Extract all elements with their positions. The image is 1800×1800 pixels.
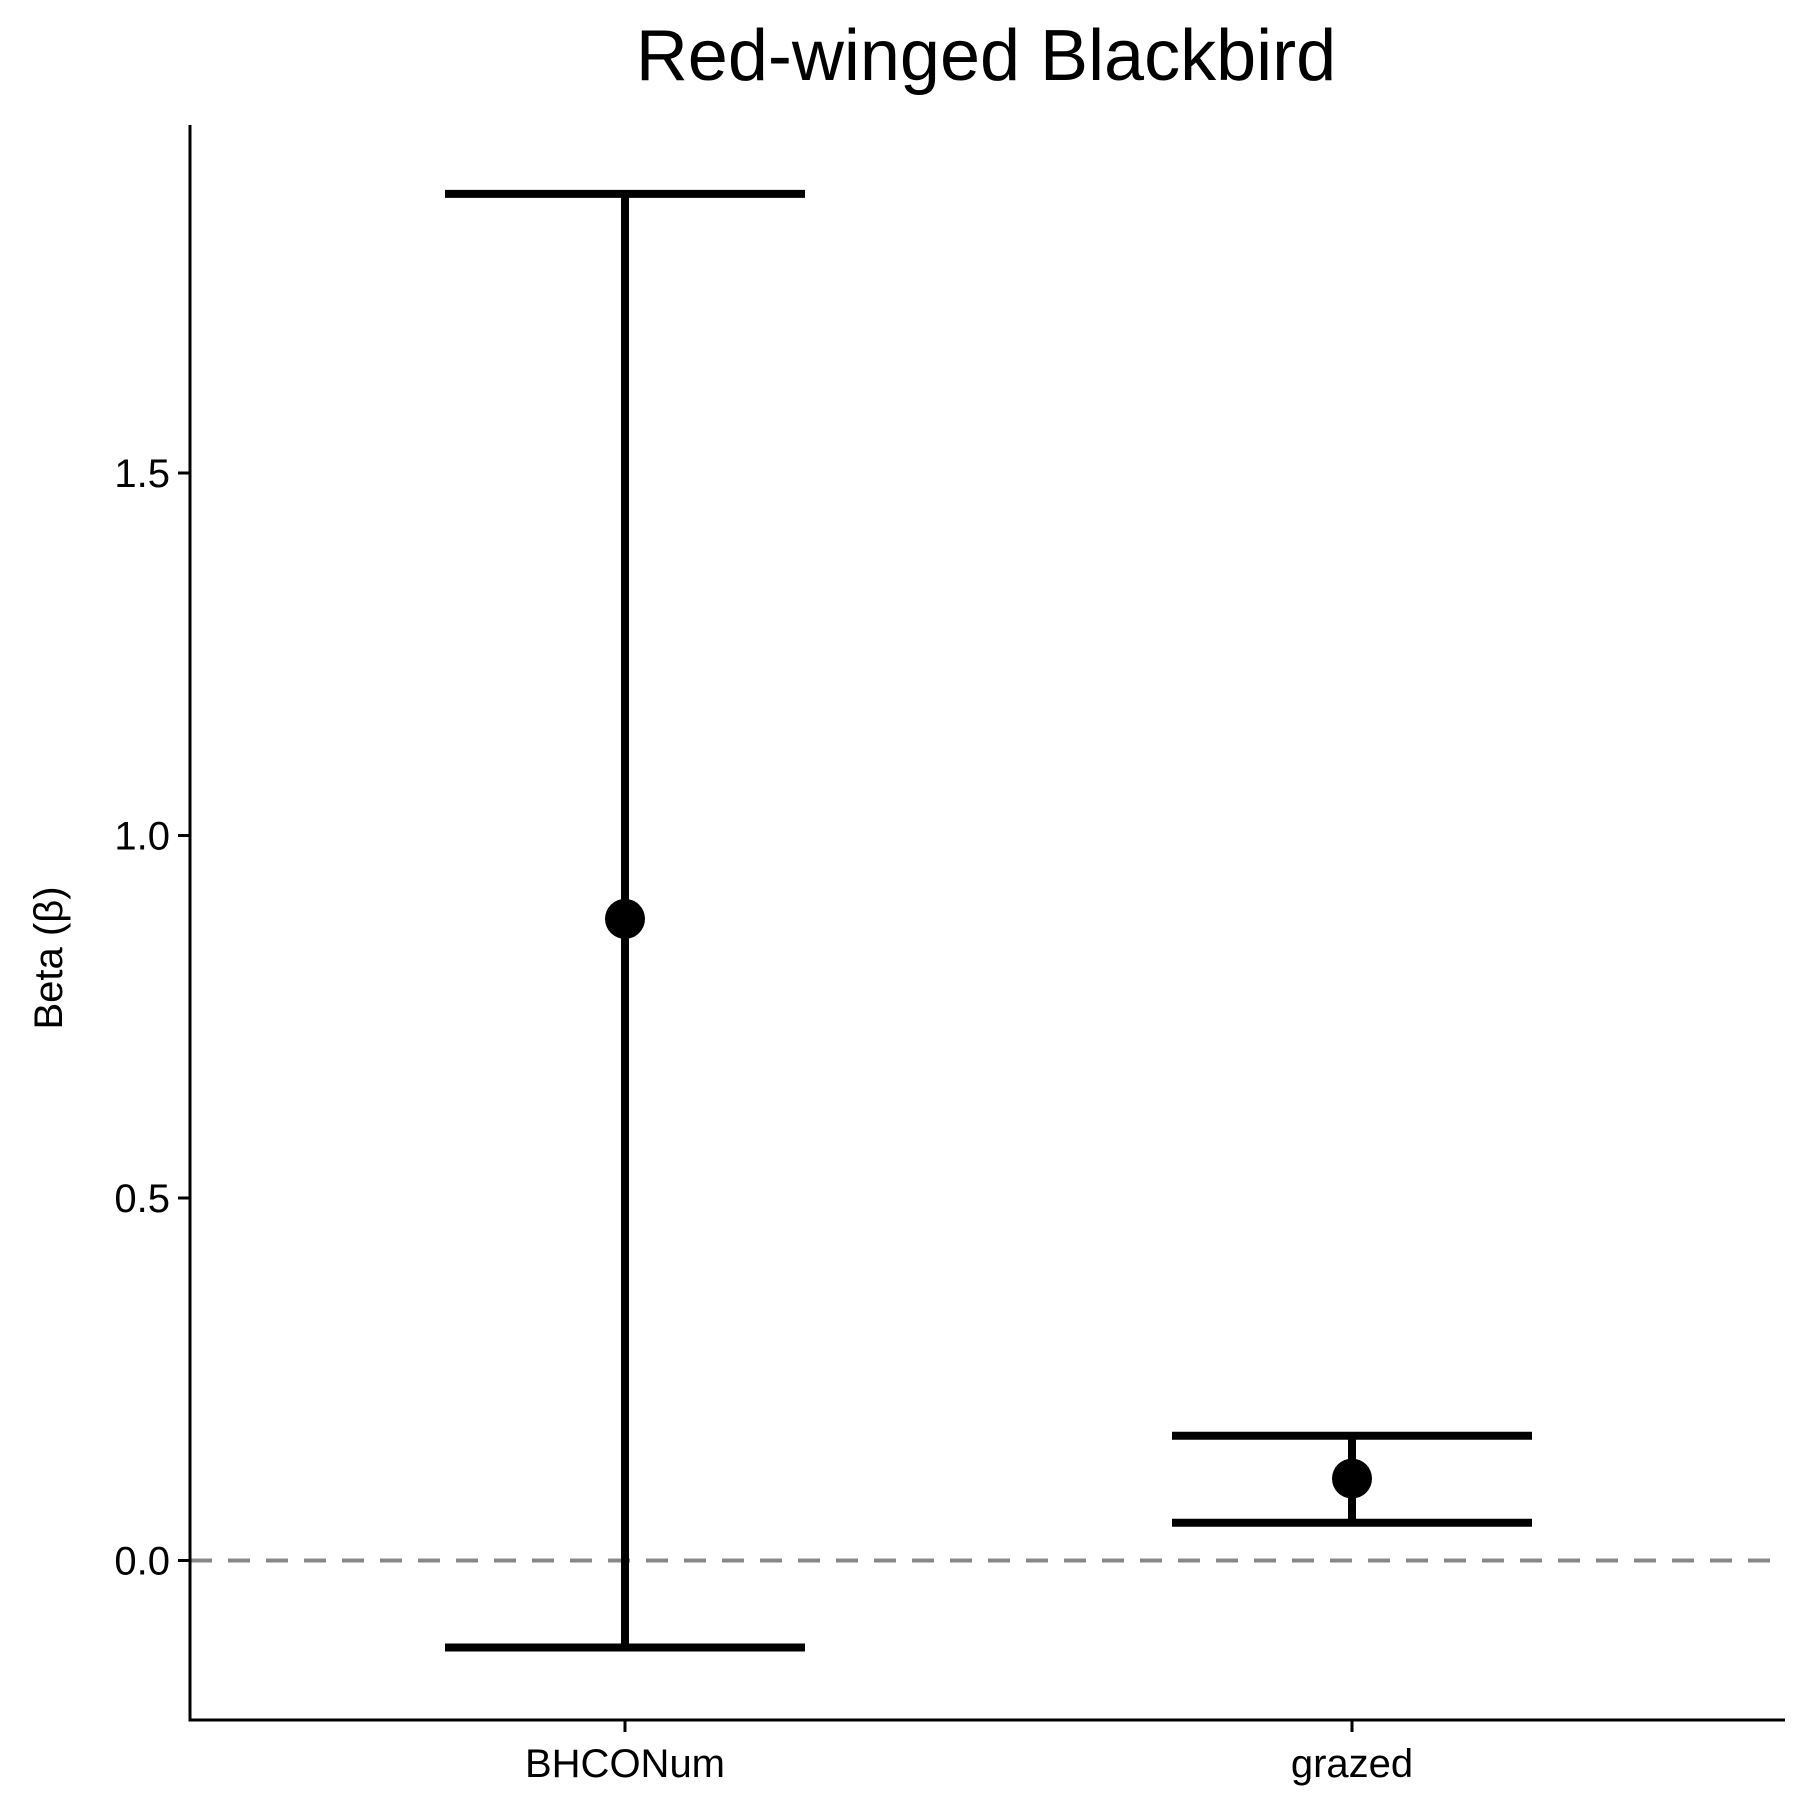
- y-tick-label: 1.0: [114, 815, 170, 859]
- point-estimate-grazed: [1332, 1458, 1372, 1499]
- y-tick-label: 1.5: [114, 452, 170, 496]
- point-estimate-bhconum: [605, 898, 645, 939]
- y-axis-title: Beta (β): [27, 886, 71, 1029]
- chart-title: Red-winged Blackbird: [636, 16, 1336, 96]
- plot-area: 0.0 0.5 1.0 1.5 BHCONum grazed: [114, 125, 1785, 1786]
- x-tick-label: BHCONum: [525, 1742, 725, 1786]
- y-tick-label: 0.5: [114, 1177, 170, 1221]
- x-tick-label: grazed: [1291, 1742, 1413, 1786]
- y-tick-label: 0.0: [114, 1540, 170, 1584]
